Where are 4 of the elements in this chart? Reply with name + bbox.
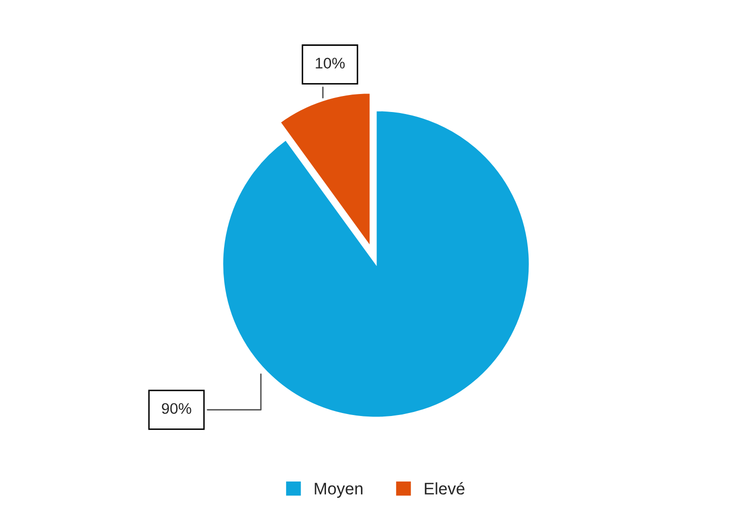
data-label: 90% bbox=[162, 403, 192, 414]
legend-label: Moyen bbox=[314, 482, 362, 498]
data-label: 10% bbox=[316, 58, 345, 69]
legend-label: Elevé bbox=[424, 482, 464, 495]
